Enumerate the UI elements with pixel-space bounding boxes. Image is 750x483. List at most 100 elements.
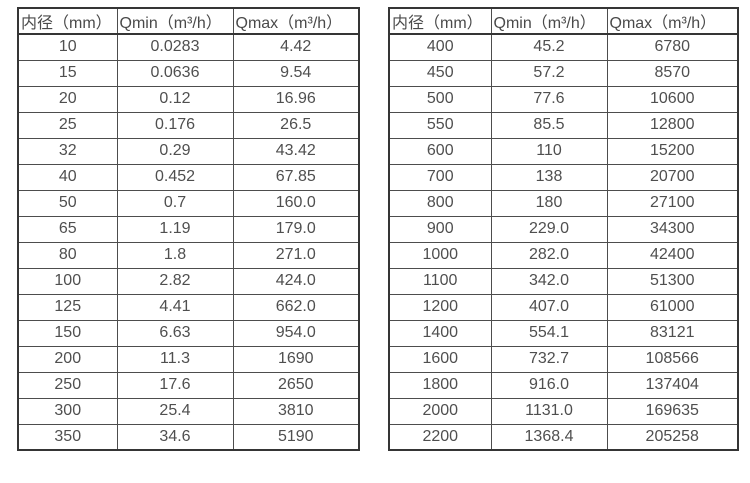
table-cell: 407.0 [490,293,608,321]
table-cell: 25.4 [116,397,234,425]
table-cell: 11.3 [116,345,234,373]
table-cell: 179.0 [232,215,360,243]
table-row: 15 0.0636 9.54 [17,59,360,87]
table-row: 125 4.41 662.0 [17,293,360,321]
header-qmin: Qmin（m³/h） [490,7,608,35]
table-cell: 1.8 [116,241,234,269]
table-cell: 271.0 [232,241,360,269]
table-cell: 27100 [606,189,739,217]
table-cell: 150 [17,319,118,347]
table-cell: 550 [388,111,492,139]
table-row: 10 0.0283 4.42 [17,33,360,61]
table-cell: 0.0283 [116,33,234,61]
table-cell: 916.0 [490,371,608,399]
table-cell: 108566 [606,345,739,373]
header-qmax: Qmax（m³/h） [606,7,739,35]
table-cell: 125 [17,293,118,321]
table-row: 100 2.82 424.0 [17,267,360,295]
table-cell: 42400 [606,241,739,269]
table-cell: 85.5 [490,111,608,139]
table-cell: 205258 [606,423,739,451]
table-row: 300 25.4 3810 [17,397,360,425]
table-row: 1400 554.1 83121 [388,319,739,347]
table-body: 10 0.0283 4.42 15 0.0636 9.54 20 0.12 16.96 25 0.1… [17,33,360,451]
header-qmin: Qmin（m³/h） [116,7,234,35]
table-cell: 1000 [388,241,492,269]
table-row: 2000 1131.0 169635 [388,397,739,425]
table-cell: 282.0 [490,241,608,269]
table-row: 400 45.2 6780 [388,33,739,61]
table-row: 32 0.29 43.42 [17,137,360,165]
table-cell: 61000 [606,293,739,321]
table-cell: 1200 [388,293,492,321]
table-body: 400 45.2 6780 450 57.2 8570 500 77.6 10600 550 85.… [388,33,739,451]
table-cell: 662.0 [232,293,360,321]
table-cell: 0.29 [116,137,234,165]
table-cell: 160.0 [232,189,360,217]
table-cell: 138 [490,163,608,191]
table-cell: 20 [17,85,118,113]
table-cell: 10600 [606,85,739,113]
table-row: 800 180 27100 [388,189,739,217]
table-cell: 732.7 [490,345,608,373]
table-cell: 45.2 [490,33,608,61]
header-diameter: 内径（mm） [388,7,492,35]
table-cell: 424.0 [232,267,360,295]
table-cell: 20700 [606,163,739,191]
table-cell: 2650 [232,371,360,399]
table-cell: 6.63 [116,319,234,347]
table-cell: 0.7 [116,189,234,217]
table-cell: 0.176 [116,111,234,139]
table-row: 50 0.7 160.0 [17,189,360,217]
table-cell: 0.0636 [116,59,234,87]
table-cell: 1.19 [116,215,234,243]
flow-table-large-diameters: 内径（mm） Qmin（m³/h） Qmax（m³/h） 400 45.2 6780… [388,7,739,451]
table-cell: 65 [17,215,118,243]
table-cell: 43.42 [232,137,360,165]
table-cell: 342.0 [490,267,608,295]
table-cell: 57.2 [490,59,608,87]
table-header-row: 内径（mm） Qmin（m³/h） Qmax（m³/h） [388,7,739,35]
table-cell: 10 [17,33,118,61]
table-cell: 200 [17,345,118,373]
table-cell: 137404 [606,371,739,399]
table-cell: 2.82 [116,267,234,295]
table-row: 1000 282.0 42400 [388,241,739,269]
table-cell: 51300 [606,267,739,295]
table-row: 900 229.0 34300 [388,215,739,243]
table-cell: 17.6 [116,371,234,399]
table-cell: 2200 [388,423,492,451]
table-row: 250 17.6 2650 [17,371,360,399]
table-row: 2200 1368.4 205258 [388,423,739,451]
header-qmax: Qmax（m³/h） [232,7,360,35]
table-row: 1600 732.7 108566 [388,345,739,373]
table-row: 200 11.3 1690 [17,345,360,373]
table-cell: 83121 [606,319,739,347]
table-cell: 450 [388,59,492,87]
table-cell: 15 [17,59,118,87]
table-row: 350 34.6 5190 [17,423,360,451]
table-cell: 1800 [388,371,492,399]
table-cell: 954.0 [232,319,360,347]
table-header-row: 内径（mm） Qmin（m³/h） Qmax（m³/h） [17,7,360,35]
table-cell: 169635 [606,397,739,425]
table-cell: 900 [388,215,492,243]
table-cell: 1131.0 [490,397,608,425]
table-cell: 1690 [232,345,360,373]
table-cell: 8570 [606,59,739,87]
table-row: 25 0.176 26.5 [17,111,360,139]
table-cell: 180 [490,189,608,217]
table-cell: 300 [17,397,118,425]
flow-table-small-diameters: 内径（mm） Qmin（m³/h） Qmax（m³/h） 10 0.0283 4.4… [17,7,360,451]
table-cell: 77.6 [490,85,608,113]
table-cell: 0.12 [116,85,234,113]
table-cell: 554.1 [490,319,608,347]
table-cell: 6780 [606,33,739,61]
table-cell: 600 [388,137,492,165]
table-cell: 250 [17,371,118,399]
table-cell: 16.96 [232,85,360,113]
table-cell: 4.42 [232,33,360,61]
table-cell: 34.6 [116,423,234,451]
table-cell: 50 [17,189,118,217]
